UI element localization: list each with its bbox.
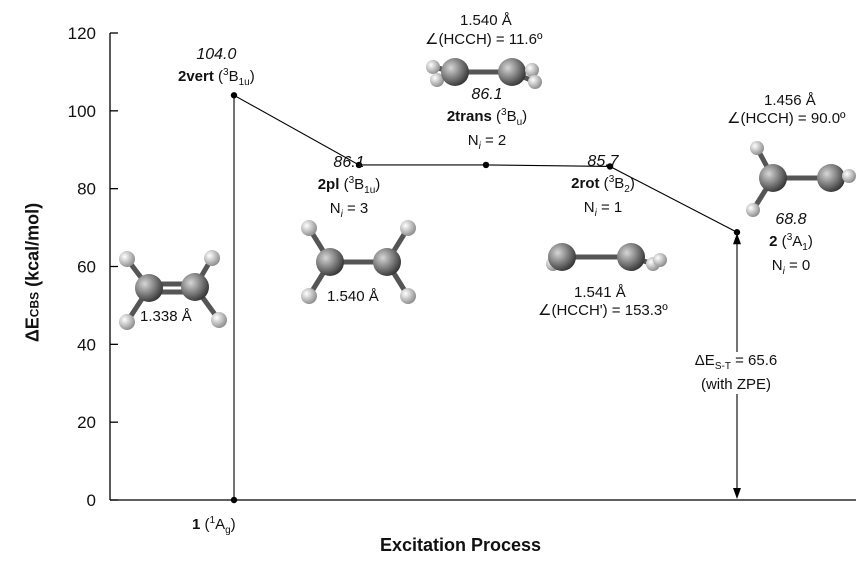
hydrogen-atom: [400, 288, 416, 304]
y-tick-label: 80: [77, 180, 96, 199]
point-label-2vert: 104.0 2vert (3B1u): [178, 46, 255, 92]
carbon-atom: [759, 164, 787, 192]
y-tick-label: 0: [87, 491, 96, 510]
y-tick-label: 20: [77, 413, 96, 432]
carbon-atom: [498, 58, 526, 86]
point-value-2vert: 104.0: [178, 46, 255, 64]
hydrogen-atom: [525, 63, 539, 77]
carbon-atom: [373, 248, 401, 276]
point-label-2: 68.8 2 (3A1) Ni = 0: [756, 211, 826, 281]
y-tick-label: 120: [68, 24, 96, 43]
point-value-2pl: 86.1: [294, 154, 404, 172]
hydrogen-atom: [426, 60, 440, 74]
hydrogen-atom: [842, 169, 856, 183]
angle-2rot: ∠(HCCH') = 153.3º: [538, 302, 668, 320]
y-axis-title: ΔECBS (kcal/mol): [23, 178, 44, 368]
bond-length-ethylene: 1.338 Å: [140, 308, 192, 326]
carbon-atom: [441, 58, 469, 86]
point-label-2rot: 85.7 2rot (3B2) Ni = 1: [548, 153, 658, 223]
hydrogen-atom: [204, 250, 220, 266]
hydrogen-atom: [301, 288, 317, 304]
point-label-2trans: 86.1 2trans (3Bu) Ni = 2: [422, 86, 552, 156]
point-value-2: 68.8: [756, 211, 826, 229]
y-tick-label: 60: [77, 258, 96, 277]
bond-length-2pl: 1.540 Å: [327, 288, 379, 306]
y-tick-label: 40: [77, 335, 96, 354]
carbon-atom: [617, 243, 645, 271]
carbon-atom: [181, 273, 209, 301]
bond-length-2: 1.456 Å: [764, 92, 816, 110]
hydrogen-atom: [119, 314, 135, 330]
data-point: [734, 229, 740, 235]
x-axis-title: Excitation Process: [380, 535, 541, 556]
carbon-atom: [817, 164, 845, 192]
point-label-1: 1 (1Ag): [192, 512, 236, 540]
angle-2trans: ∠(HCCH) = 11.6º: [425, 31, 542, 49]
hydrogen-atom: [119, 251, 135, 267]
hydrogen-atom: [211, 312, 227, 328]
gap-label: ΔES-T = 65.6 (with ZPE): [676, 352, 796, 394]
data-point: [231, 497, 237, 503]
carbon-atom: [135, 274, 163, 302]
data-point: [483, 162, 489, 168]
point-value-2trans: 86.1: [422, 86, 552, 104]
point-label-2pl: 86.1 2pl (3B1u) Ni = 3: [294, 154, 404, 224]
gap-arrow-head-bottom: [733, 488, 741, 499]
hydrogen-atom: [653, 253, 667, 267]
y-tick-label: 100: [68, 102, 96, 121]
data-point: [231, 92, 237, 98]
carbon-atom: [316, 248, 344, 276]
carbon-atom: [548, 243, 576, 271]
bond-length-2rot: 1.541 Å: [574, 284, 626, 302]
angle-2: ∠(HCCH) = 90.0º: [727, 110, 846, 128]
bond-length-2trans: 1.540 Å: [460, 12, 512, 30]
point-value-2rot: 85.7: [548, 153, 658, 171]
hydrogen-atom: [750, 141, 764, 155]
